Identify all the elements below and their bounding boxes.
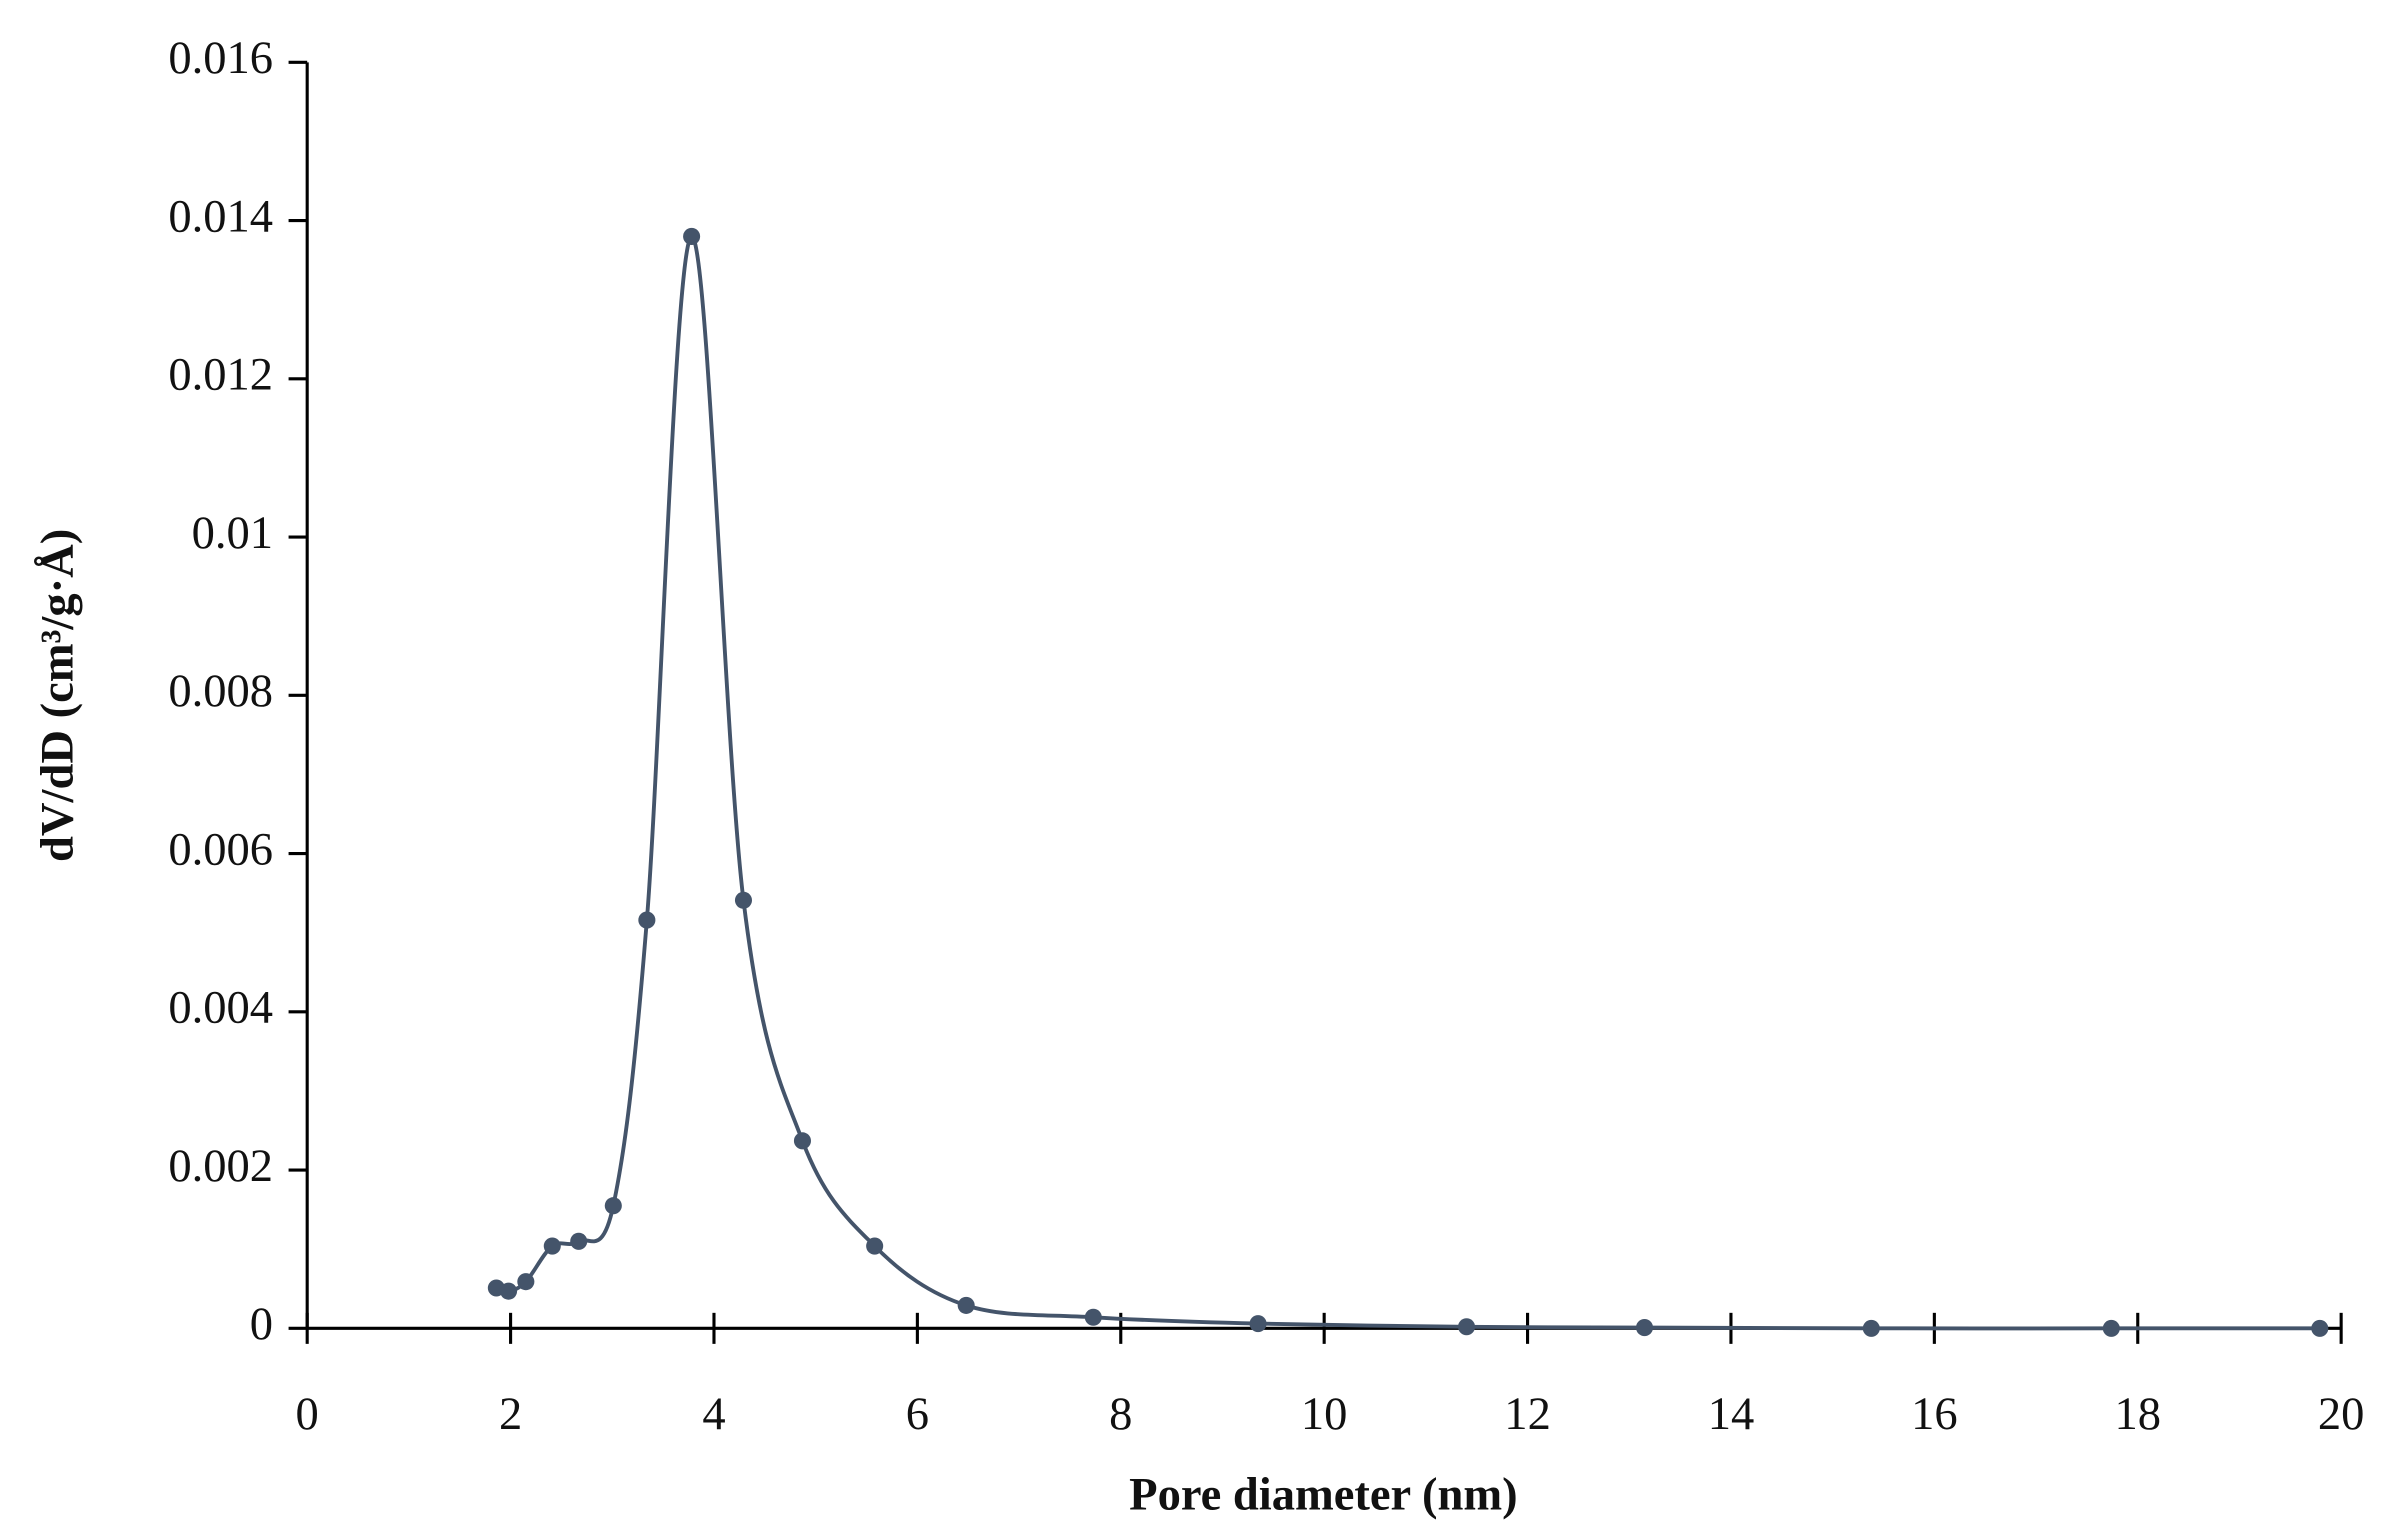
data-point [793, 1132, 811, 1150]
y-tick-label: 0.016 [168, 33, 273, 84]
data-point [500, 1282, 518, 1300]
y-tick-label: 0.002 [168, 1141, 273, 1192]
data-point [734, 891, 753, 909]
data-point [604, 1197, 622, 1215]
data-point [570, 1232, 588, 1250]
x-tick-label: 6 [906, 1389, 929, 1440]
data-point [1084, 1308, 1102, 1326]
data-point [683, 227, 701, 245]
x-tick-label: 20 [2318, 1389, 2365, 1440]
data-point [1862, 1319, 1880, 1337]
y-tick-label: 0.004 [168, 983, 273, 1034]
y-tick-label: 0.012 [168, 350, 273, 401]
data-point [1635, 1319, 1654, 1337]
data-point [543, 1237, 561, 1255]
x-tick-label: 14 [1708, 1389, 1755, 1440]
x-tick-label: 16 [1911, 1389, 1958, 1440]
x-tick-label: 0 [296, 1389, 319, 1440]
data-point [638, 911, 656, 929]
data-point [866, 1237, 884, 1255]
y-tick-label: 0.006 [168, 824, 273, 875]
x-tick-label: 18 [2114, 1389, 2161, 1440]
data-point [1458, 1318, 1476, 1336]
data-point [2311, 1319, 2329, 1337]
x-tick-label: 12 [1504, 1389, 1551, 1440]
y-tick-label: 0.01 [192, 508, 273, 559]
series-line [495, 234, 2320, 1331]
data-point [1249, 1315, 1267, 1333]
y-axis-label: dV/dD (cm³/g·Å) [33, 529, 84, 862]
x-tick-label: 8 [1109, 1389, 1132, 1440]
x-axis-label: Pore diameter (nm) [1129, 1470, 1518, 1521]
y-tick-label: 0.008 [168, 666, 273, 717]
data-point [2102, 1319, 2120, 1337]
x-tick-label: 2 [499, 1389, 522, 1440]
x-tick-label: 10 [1301, 1389, 1348, 1440]
x-tick-label: 4 [702, 1389, 725, 1440]
data-point [957, 1296, 975, 1314]
y-tick-label: 0.014 [168, 191, 273, 242]
data-point [517, 1273, 535, 1291]
y-tick-label: 0 [250, 1299, 273, 1350]
